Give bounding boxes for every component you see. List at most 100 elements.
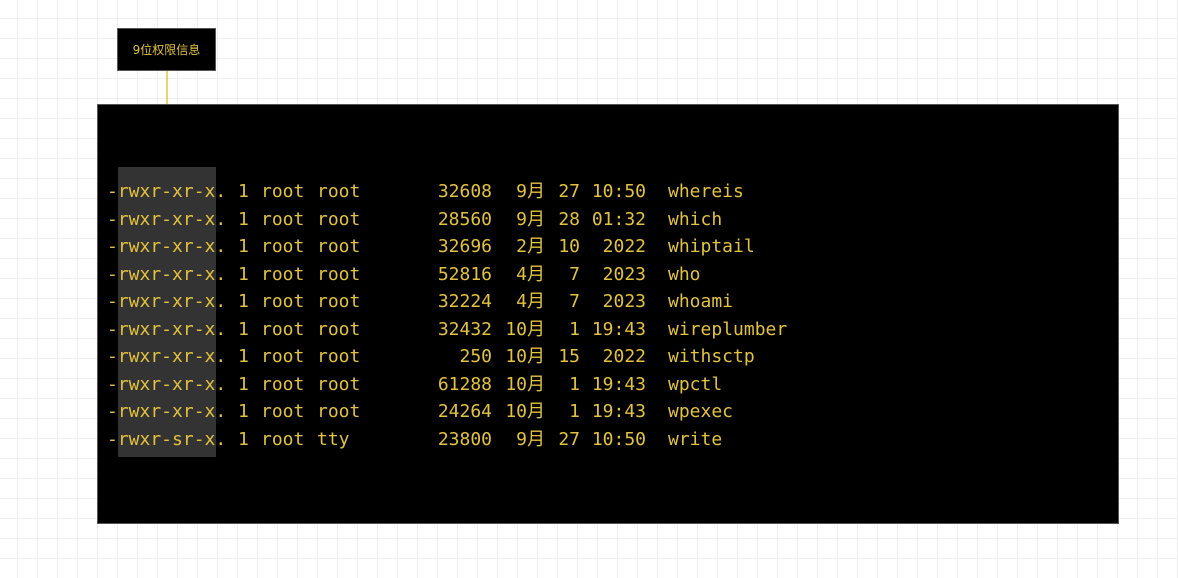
listing-row: -rwxr-xr-x. 1 root root 32696 2月 10 2022 whiptai… [0, 235, 1178, 259]
cell-perm: -rwxr-xr-x. [107, 346, 227, 367]
cell-name: whiptail [668, 236, 755, 257]
cell-time: 19:43 [591, 318, 646, 340]
cell-group: root [317, 236, 361, 257]
cell-day: 28 [558, 208, 580, 230]
cell-time: 2023 [602, 263, 646, 285]
cell-perm: -rwxr-xr-x. [107, 263, 227, 285]
cell-day: 1 [569, 401, 580, 422]
cell-links: 1 [238, 208, 249, 230]
cell-perm: -rwxr-xr-x. [107, 181, 227, 202]
cell-size: 32608 [437, 181, 492, 202]
listing-row: -rwxr-xr-x. 1 root root 24264 10月 1 19:43 wpexec [0, 400, 1178, 424]
listing-row: -rwxr-xr-x. 1 root root 61288 10月 1 19:43 wpctl [0, 373, 1178, 397]
cell-links: 1 [238, 181, 249, 202]
cell-perm: -rwxr-sr-x. [107, 428, 227, 450]
cell-perm: -rwxr-xr-x. [107, 208, 227, 230]
cell-size: 61288 [437, 373, 492, 395]
cell-size: 32696 [437, 236, 492, 257]
cell-owner: root [261, 401, 305, 422]
cell-group: root [317, 208, 361, 230]
cell-time: 2023 [602, 291, 646, 312]
cell-name: wpexec [668, 401, 734, 422]
cell-name: which [668, 208, 723, 230]
cell-day: 7 [569, 263, 580, 285]
cell-owner: root [261, 428, 305, 450]
cell-owner: root [261, 291, 305, 312]
cell-links: 1 [238, 346, 249, 367]
cell-perm: -rwxr-xr-x. [107, 236, 227, 257]
cell-month: 9月 [516, 208, 545, 230]
cell-month: 10月 [505, 318, 545, 340]
listing-row: -rwxr-xr-x. 1 root root 28560 9月 28 01:32 which [0, 208, 1178, 232]
cell-time: 10:50 [591, 181, 646, 202]
cell-perm: -rwxr-xr-x. [107, 318, 227, 340]
cell-group: root [317, 291, 361, 312]
permission-highlight [118, 167, 216, 457]
cell-links: 1 [238, 291, 249, 312]
cell-size: 24264 [437, 401, 492, 422]
cell-links: 1 [238, 236, 249, 257]
cell-size: 32432 [437, 318, 492, 340]
listing-row: -rwxr-xr-x. 1 root root 32432 10月 1 19:43 wirepl… [0, 318, 1178, 342]
cell-name: whereis [668, 181, 744, 202]
cell-perm: -rwxr-xr-x. [107, 373, 227, 395]
cell-day: 1 [569, 318, 580, 340]
cell-name: write [668, 428, 723, 450]
cell-group: root [317, 373, 361, 395]
cell-day: 27 [558, 181, 580, 202]
cell-owner: root [261, 318, 305, 340]
cell-group: root [317, 346, 361, 367]
cell-links: 1 [238, 373, 249, 395]
listing-row: -rwxr-xr-x. 1 root root 32224 4月 7 2023 whoami [0, 290, 1178, 314]
cell-group: tty [317, 428, 350, 450]
cell-month: 10月 [505, 346, 545, 367]
cell-owner: root [261, 208, 305, 230]
cell-size: 23800 [437, 428, 492, 450]
cell-day: 7 [569, 291, 580, 312]
cell-perm: -rwxr-xr-x. [107, 291, 227, 312]
cell-group: root [317, 181, 361, 202]
cell-owner: root [261, 346, 305, 367]
cell-day: 15 [558, 346, 580, 367]
cell-time: 19:43 [591, 373, 646, 395]
cell-size: 32224 [437, 291, 492, 312]
listing-row: -rwxr-xr-x. 1 root root 52816 4月 7 2023 who [0, 263, 1178, 287]
cell-time: 19:43 [591, 401, 646, 422]
cell-month: 9月 [516, 428, 545, 450]
cell-group: root [317, 401, 361, 422]
cell-name: wireplumber [668, 318, 788, 340]
cell-day: 10 [558, 236, 580, 257]
listing-row: -rwxr-xr-x. 1 root root 250 10月 15 2022 withsctp [0, 345, 1178, 369]
cell-name: who [668, 263, 701, 285]
cell-month: 4月 [516, 263, 545, 285]
cell-group: root [317, 263, 361, 285]
cell-links: 1 [238, 428, 249, 450]
annotation-label: 9位权限信息 [117, 28, 216, 71]
cell-size: 52816 [437, 263, 492, 285]
cell-owner: root [261, 236, 305, 257]
listing-row: -rwxr-xr-x. 1 root root 32608 9月 27 10:50 wherei… [0, 180, 1178, 204]
cell-name: withsctp [668, 346, 755, 367]
cell-month: 4月 [516, 291, 545, 312]
cell-owner: root [261, 263, 305, 285]
cell-month: 9月 [516, 181, 545, 202]
terminal-output [97, 104, 1119, 524]
cell-day: 1 [569, 373, 580, 395]
cell-month: 10月 [505, 373, 545, 395]
cell-links: 1 [238, 401, 249, 422]
cell-links: 1 [238, 318, 249, 340]
cell-name: wpctl [668, 373, 723, 395]
cell-time: 2022 [602, 346, 646, 367]
cell-links: 1 [238, 263, 249, 285]
cell-name: whoami [668, 291, 734, 312]
cell-group: root [317, 318, 361, 340]
cell-day: 27 [558, 428, 580, 450]
listing-row: -rwxr-sr-x. 1 root tty 23800 9月 27 10:50 write [0, 428, 1178, 452]
cell-size: 250 [459, 346, 492, 367]
cell-time: 10:50 [591, 428, 646, 450]
cell-size: 28560 [437, 208, 492, 230]
cell-time: 2022 [602, 236, 646, 257]
cell-owner: root [261, 373, 305, 395]
cell-time: 01:32 [591, 208, 646, 230]
cell-month: 10月 [505, 401, 545, 422]
